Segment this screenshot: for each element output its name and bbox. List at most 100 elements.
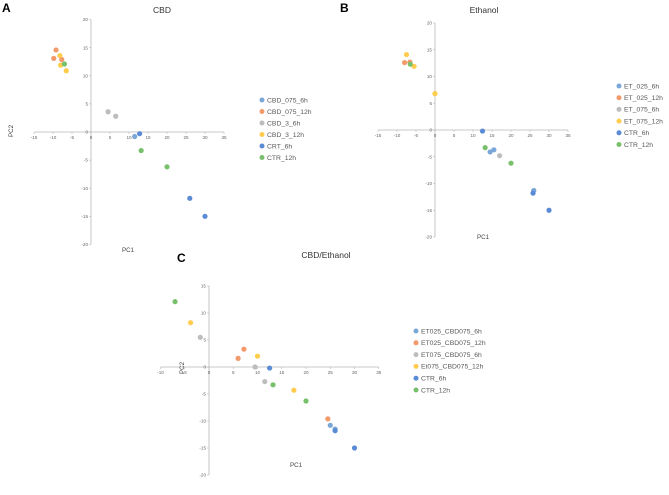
legend-marker [259, 97, 265, 103]
data-point-CTR_12h [303, 398, 309, 404]
legend-marker [259, 120, 265, 126]
chart-title: Ethanol [470, 5, 499, 15]
data-point-Et075_CBD075_12h [187, 320, 194, 326]
y-tick-label: 15 [427, 47, 433, 52]
x-tick-label: -10 [50, 135, 57, 140]
legend-marker [413, 352, 419, 358]
y-tick-label: 0 [429, 128, 432, 133]
x-tick-label: 35 [376, 370, 382, 375]
data-point-CTR_12h [270, 382, 276, 388]
data-point-CBD_075_12h [59, 56, 65, 63]
data-point-ET075_CBD075_6h [252, 364, 258, 370]
y-tick-label: 5 [429, 101, 432, 106]
data-point-CRT_6h [187, 195, 193, 201]
y-tick-label: -20 [199, 473, 206, 478]
x-tick-label: 5 [453, 133, 456, 138]
legend-label: CBD_3_6h [267, 120, 300, 127]
legend-marker [616, 142, 622, 147]
x-tick-label: -5 [183, 370, 188, 375]
legend-marker [616, 106, 622, 112]
data-point-ET_075_6h [497, 153, 503, 159]
x-tick-label: -15 [375, 133, 382, 138]
legend-marker [259, 109, 265, 114]
x-tick-label: 30 [352, 370, 358, 375]
legend-label: ET_025_12h [624, 95, 663, 102]
y-tick-label: 15 [201, 284, 207, 289]
y-tick-label: 15 [83, 45, 89, 50]
y-axis-label: PC2 [8, 124, 15, 137]
data-point-CBD_075_12h [53, 47, 59, 53]
y-tick-label: -10 [199, 419, 206, 424]
data-point-CTR_12h [508, 160, 514, 166]
x-tick-label: 30 [546, 133, 552, 138]
data-point-CTR_6h [332, 428, 338, 434]
y-axis-label: PC2 [179, 361, 186, 374]
x-tick-label: -5 [414, 133, 419, 138]
data-point-ET_025_6h [491, 147, 497, 153]
data-point-CRT_6h [202, 213, 208, 219]
data-point-ET_075_12h [432, 91, 438, 97]
data-point-ET025_CBD075_12h [241, 346, 247, 352]
data-point-CBD_3_12h [63, 68, 69, 74]
data-point-CRT_6h [137, 131, 143, 137]
x-tick-label: 25 [527, 133, 533, 138]
y-tick-label: 0 [85, 130, 88, 135]
y-tick-label: 20 [83, 17, 89, 22]
data-point-CTR_12h [61, 61, 67, 67]
legend-label: CTR_6h [421, 376, 447, 383]
legend-label: CBD_3_12h [267, 132, 304, 139]
data-point-ET025_CBD075_12h [235, 355, 241, 361]
data-point-ET_075_12h [403, 51, 410, 58]
x-tick-label: 25 [328, 370, 334, 375]
x-tick-label: 10 [126, 135, 132, 140]
legend-marker [259, 143, 265, 149]
legend-label: ET025_CBD075_12h [421, 340, 486, 347]
chart-title: CBD/Ethanol [301, 250, 350, 260]
x-tick-label: 15 [145, 135, 151, 140]
data-point-CTR_12h [172, 299, 178, 305]
data-point-ET025_CBD075_12h [325, 416, 331, 422]
y-tick-label: -5 [202, 392, 207, 397]
x-tick-label: 0 [90, 135, 93, 140]
legend-marker [616, 95, 622, 101]
x-tick-label: 0 [434, 133, 437, 138]
y-tick-label: 5 [203, 338, 206, 343]
legend-marker [616, 83, 622, 89]
legend-label: CBD_075_12h [267, 109, 312, 116]
legend-marker [413, 363, 419, 369]
data-point-ET075_CBD075_6h [262, 378, 268, 385]
y-tick-label: -5 [428, 154, 433, 159]
panel-a: A CBD -15 -10 -5 0 5 10 15 20 25 30 35 -20 -15 -10 -5 0 5 1… [2, 1, 312, 254]
legend-label: ET_075_12h [624, 118, 663, 125]
data-point-CBD_075_12h [51, 55, 57, 61]
data-point-CBD_3_6h [113, 113, 119, 119]
legend-label: CTR_12h [267, 155, 296, 162]
data-point-Et075_CBD075_12h [254, 353, 261, 359]
legend-label: ET_075_6h [624, 107, 659, 114]
panel-letter: B [340, 1, 349, 15]
legend-marker [259, 132, 265, 137]
x-axis-label: PC1 [477, 234, 490, 241]
data-point-ET_075_12h [411, 63, 417, 69]
legend-marker [413, 375, 419, 381]
data-point-CBD_3_6h [105, 109, 111, 115]
legend-label: CTR_6h [624, 130, 650, 137]
x-tick-label: -10 [157, 370, 164, 375]
y-tick-label: 10 [201, 311, 207, 316]
data-point-CTR_12h [138, 147, 144, 154]
panel-b: B Ethanol -15 -10 -5 0 5 10 15 20 25 30 35 -20 -15 -10 -… [340, 1, 663, 241]
x-tick-label: 30 [202, 135, 208, 140]
x-tick-label: 15 [489, 133, 495, 138]
data-point-CTR_6h [479, 128, 486, 134]
legend-label: Et075_CBD075_12h [421, 364, 484, 371]
data-point-CBD_3_12h [57, 52, 63, 59]
y-tick-label: 5 [85, 102, 88, 107]
x-tick-label: 20 [303, 370, 309, 375]
panel-letter: A [2, 1, 11, 15]
x-tick-label: 10 [470, 133, 476, 138]
chart-title: CBD [153, 5, 171, 15]
y-tick-label: -20 [425, 235, 432, 240]
x-tick-label: 25 [183, 135, 189, 140]
y-tick-label: -15 [199, 446, 206, 451]
